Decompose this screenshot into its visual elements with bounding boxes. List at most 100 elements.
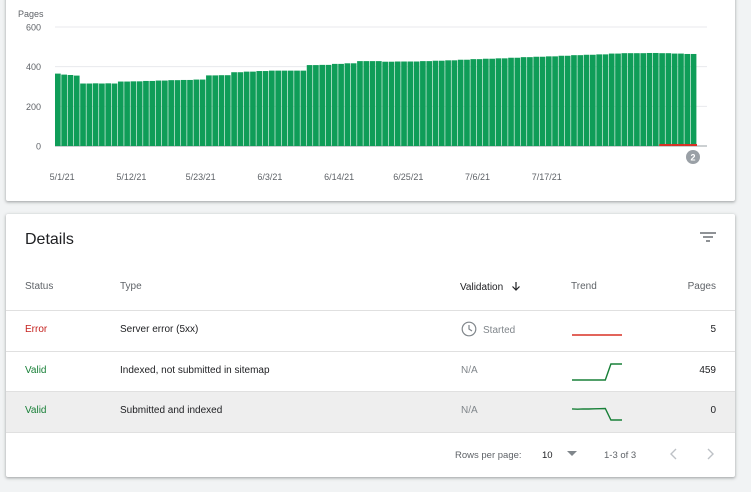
bar-error	[684, 144, 691, 146]
bar-valid	[136, 81, 143, 146]
bar-valid	[331, 63, 338, 146]
bar-valid	[445, 60, 451, 146]
bar-valid	[640, 53, 647, 146]
rows-per-page-label: Rows per page:	[455, 450, 522, 461]
bar-valid	[545, 56, 552, 146]
bar-error	[690, 144, 697, 146]
type-cell: Indexed, not submitted in sitemap	[120, 365, 270, 376]
bar-valid	[451, 60, 458, 146]
caret-down-icon	[567, 451, 578, 456]
bar-valid	[105, 83, 112, 146]
bar-valid	[180, 79, 187, 146]
validation-cell: N/A	[461, 365, 478, 376]
validation-label: Started	[483, 325, 516, 336]
bar-valid	[350, 63, 357, 146]
column-header-trend[interactable]: Trend	[571, 281, 597, 292]
pages-cell: 459	[699, 365, 716, 376]
bar-valid	[338, 63, 344, 146]
bar-valid	[533, 56, 540, 146]
y-tick-label: 400	[26, 62, 41, 72]
bar-valid	[124, 81, 130, 146]
x-tick-label: 6/3/21	[257, 172, 282, 182]
bar-valid	[269, 70, 275, 146]
bar-valid	[313, 65, 319, 146]
bar-valid	[627, 53, 634, 146]
table-row[interactable]: Error Server error (5xx) Started 5	[6, 310, 735, 351]
bar-valid	[483, 58, 489, 146]
bar-valid	[470, 59, 477, 146]
bar-valid	[344, 63, 351, 146]
bar-valid	[199, 79, 206, 146]
bar-valid	[287, 70, 294, 146]
x-tick-label: 5/23/21	[186, 172, 216, 182]
bar-valid	[539, 56, 546, 146]
pages-cell: 5	[710, 324, 716, 335]
bar-valid	[162, 80, 168, 146]
bar-valid	[690, 53, 697, 147]
bar-valid	[187, 79, 193, 146]
bar-valid	[224, 75, 231, 146]
type-cell: Submitted and indexed	[120, 405, 223, 416]
bar-valid	[438, 60, 445, 146]
bar-valid	[206, 75, 212, 146]
bar-valid	[464, 59, 470, 146]
coverage-chart: Pages 0 200 400 600 5/1/21 5/12/21 5/23/21 6/3/2…	[18, 9, 707, 182]
bar-valid	[652, 52, 659, 146]
bar-error	[671, 144, 679, 146]
bar-valid	[80, 83, 86, 146]
bar-valid	[275, 70, 281, 146]
bar-valid	[99, 83, 105, 146]
bar-valid	[363, 61, 370, 146]
bar-valid	[678, 53, 684, 146]
y-axis-title: Pages	[18, 9, 44, 19]
bar-valid	[558, 55, 565, 147]
bar-valid	[552, 56, 558, 146]
column-header-status[interactable]: Status	[25, 281, 54, 292]
bar-valid	[684, 53, 691, 147]
bar-valid	[514, 57, 521, 146]
bar-valid	[388, 61, 395, 146]
arrow-down-icon	[512, 282, 520, 291]
bar-valid	[501, 58, 508, 146]
column-header-pages[interactable]: Pages	[687, 281, 716, 292]
table-row[interactable]: Valid Submitted and indexed N/A 0	[6, 391, 735, 432]
filter-button[interactable]	[698, 229, 718, 245]
bar-valid	[231, 72, 237, 146]
filter-icon	[700, 232, 716, 242]
bar-valid	[665, 53, 672, 146]
table-row[interactable]: Valid Indexed, not submitted in sitemap …	[6, 351, 735, 392]
bar-valid	[143, 80, 149, 146]
bar-valid	[596, 54, 602, 147]
x-tick-label: 6/14/21	[324, 172, 354, 182]
column-header-type[interactable]: Type	[120, 281, 142, 292]
bar-valid	[382, 61, 388, 146]
bar-valid	[590, 54, 596, 147]
status-cell: Error	[25, 324, 48, 335]
bar-valid	[577, 55, 584, 147]
bar-valid	[168, 80, 174, 146]
bar-error	[659, 144, 666, 146]
bar-valid	[376, 61, 382, 146]
bar-valid	[476, 59, 483, 146]
status-cell: Valid	[25, 365, 47, 376]
bar-valid	[369, 61, 376, 146]
bar-valid	[357, 61, 363, 146]
rows-per-page-select[interactable]: 10	[542, 450, 578, 461]
column-header-validation-label: Validation	[460, 282, 504, 293]
next-page-button[interactable]	[705, 447, 715, 465]
previous-page-button[interactable]	[669, 447, 679, 465]
bar-valid	[193, 79, 200, 146]
bar-valid	[621, 53, 628, 146]
column-header-validation[interactable]: Validation	[460, 281, 521, 293]
bar-valid	[615, 53, 621, 146]
bar-valid	[55, 73, 61, 146]
bar-valid	[130, 81, 137, 146]
bar-valid	[608, 53, 615, 146]
bar-valid	[117, 81, 124, 146]
trend-sparkline	[572, 363, 622, 381]
bar-valid	[256, 71, 263, 146]
x-tick-label: 5/1/21	[50, 172, 75, 182]
bar-valid	[212, 75, 219, 146]
bar-valid	[218, 75, 225, 146]
bar-valid	[495, 58, 502, 146]
